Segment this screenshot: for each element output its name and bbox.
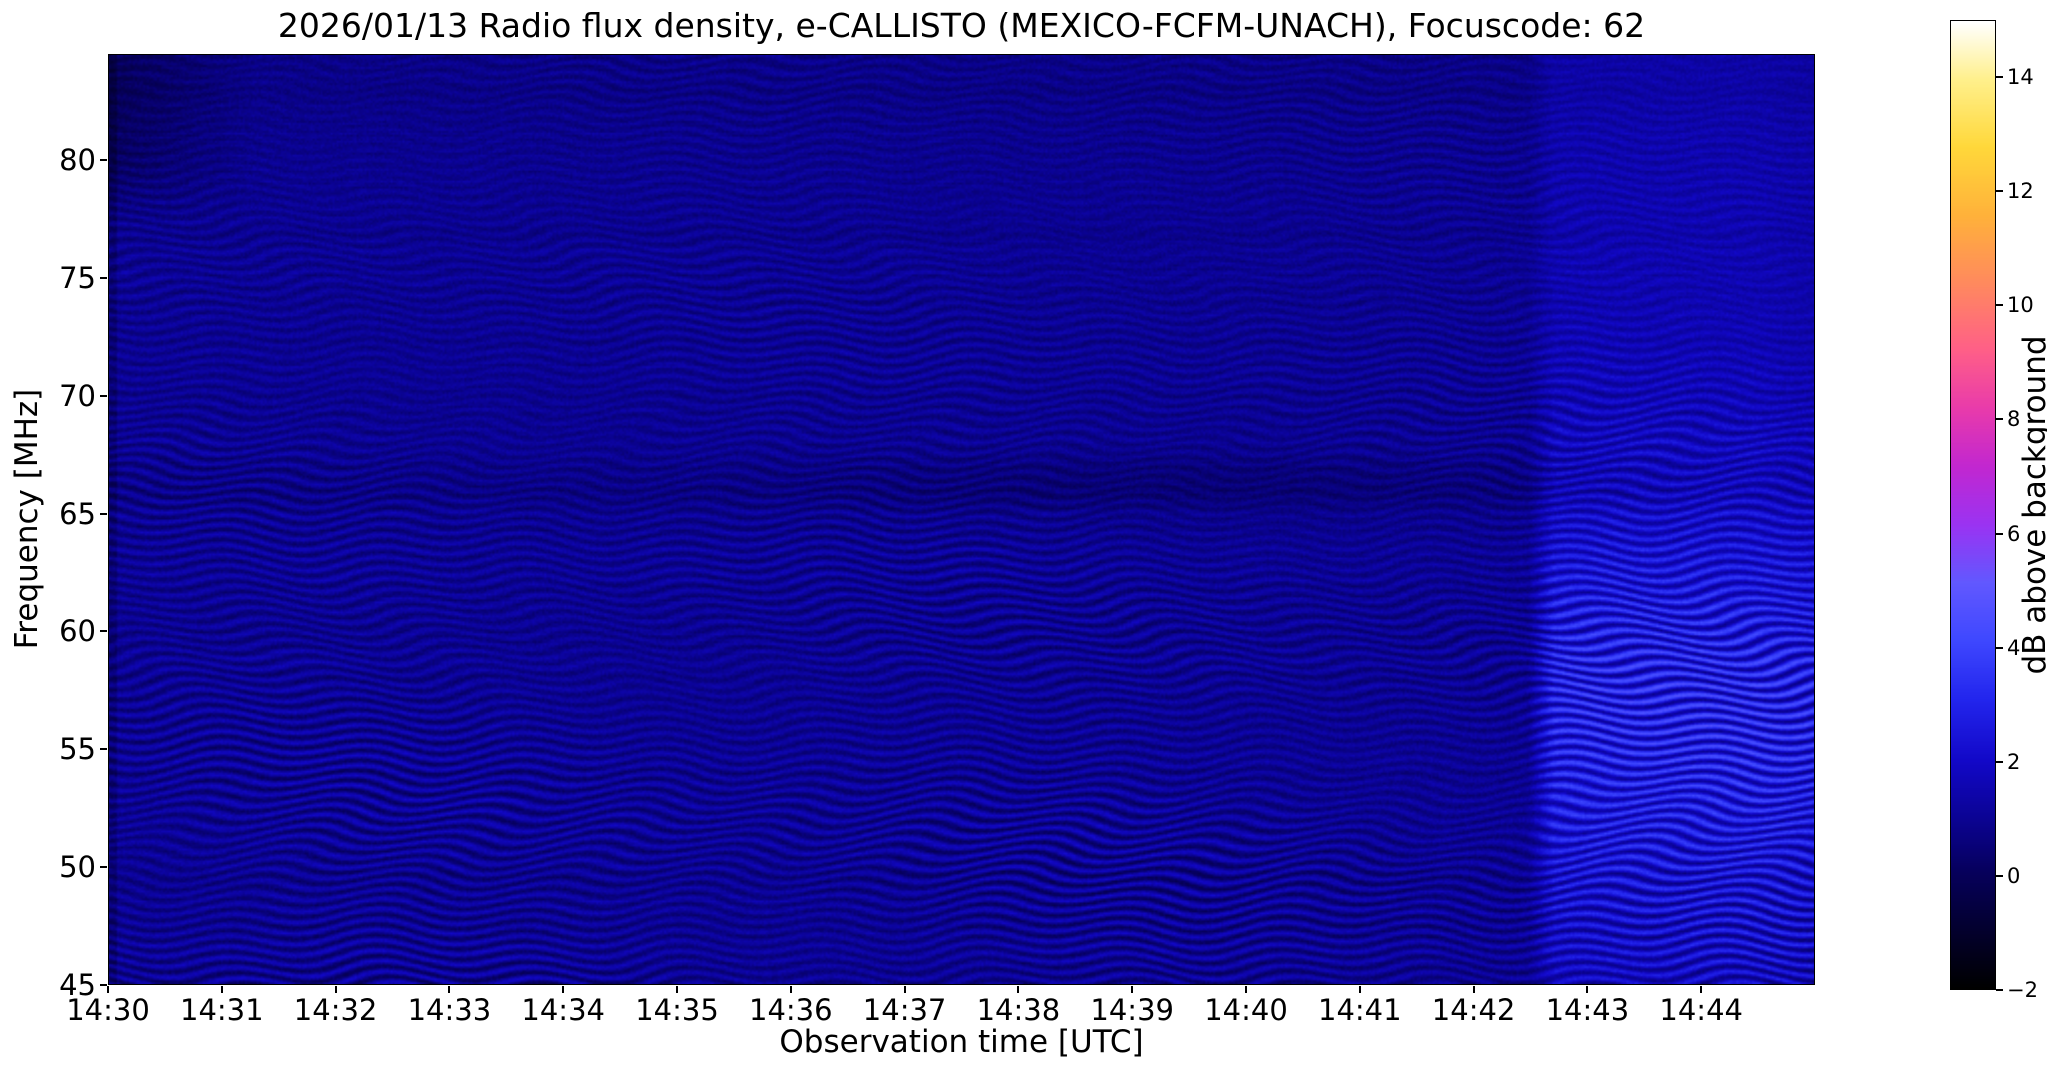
y-tick-label: 75 (26, 261, 96, 295)
x-tick-label: 14:32 (281, 994, 391, 1026)
y-tick-mark (100, 159, 107, 161)
x-tick-label: 14:31 (167, 994, 277, 1026)
colorbar-tick-mark (1996, 304, 2003, 306)
x-tick-mark (1359, 986, 1361, 993)
y-tick-label: 80 (26, 143, 96, 177)
colorbar-tick-label: 12 (2007, 179, 2034, 203)
x-tick-label: 14:37 (850, 994, 960, 1026)
x-axis-label: Observation time [UTC] (108, 1024, 1815, 1060)
x-tick-label: 14:33 (394, 994, 504, 1026)
colorbar-tick-mark (1996, 76, 2003, 78)
x-tick-mark (1017, 986, 1019, 993)
x-tick-mark (1700, 986, 1702, 993)
y-tick-mark (100, 866, 107, 868)
y-tick-label: 55 (26, 732, 96, 766)
colorbar-tick-mark (1996, 647, 2003, 649)
colorbar-tick-mark (1996, 418, 2003, 420)
colorbar-tick-mark (1996, 875, 2003, 877)
x-tick-label: 14:39 (1077, 994, 1187, 1026)
x-tick-label: 14:42 (1419, 994, 1529, 1026)
colorbar-tick-label: −2 (2007, 978, 2038, 1002)
heatmap-canvas (109, 55, 1814, 984)
x-tick-mark (676, 986, 678, 993)
y-tick-mark (100, 984, 107, 986)
y-tick-label: 50 (26, 850, 96, 884)
x-tick-mark (221, 986, 223, 993)
x-tick-label: 14:35 (622, 994, 732, 1026)
x-tick-label: 14:40 (1191, 994, 1301, 1026)
colorbar (1950, 20, 1996, 990)
y-tick-label: 45 (26, 968, 96, 1002)
x-tick-mark (448, 986, 450, 993)
colorbar-canvas (1951, 21, 1995, 989)
x-tick-mark (1131, 986, 1133, 993)
y-tick-label: 60 (26, 614, 96, 648)
x-tick-mark (1473, 986, 1475, 993)
x-tick-label: 14:44 (1646, 994, 1756, 1026)
colorbar-tick-mark (1996, 989, 2003, 991)
y-tick-label: 70 (26, 379, 96, 413)
colorbar-label: dB above background (2017, 335, 2047, 674)
colorbar-tick-label: 14 (2007, 65, 2034, 89)
y-tick-label: 65 (26, 497, 96, 531)
x-tick-label: 14:43 (1532, 994, 1642, 1026)
colorbar-tick-label: 10 (2007, 293, 2034, 317)
x-tick-mark (1586, 986, 1588, 993)
plot-title: 2026/01/13 Radio flux density, e-CALLIST… (108, 6, 1815, 45)
y-tick-mark (100, 748, 107, 750)
x-tick-label: 14:41 (1305, 994, 1415, 1026)
y-tick-mark (100, 630, 107, 632)
x-tick-mark (904, 986, 906, 993)
x-tick-mark (335, 986, 337, 993)
colorbar-tick-label: 0 (2007, 864, 2020, 888)
y-tick-mark (100, 277, 107, 279)
x-tick-label: 14:38 (963, 994, 1073, 1026)
y-tick-mark (100, 513, 107, 515)
x-tick-mark (1245, 986, 1247, 993)
spectrogram-plot (108, 54, 1815, 985)
x-tick-mark (562, 986, 564, 993)
colorbar-tick-mark (1996, 761, 2003, 763)
y-tick-mark (100, 395, 107, 397)
colorbar-tick-mark (1996, 533, 2003, 535)
x-tick-mark (107, 986, 109, 993)
x-tick-label: 14:34 (508, 994, 618, 1026)
colorbar-tick-label: 2 (2007, 750, 2020, 774)
x-tick-mark (790, 986, 792, 993)
x-tick-label: 14:36 (736, 994, 846, 1026)
colorbar-tick-mark (1996, 190, 2003, 192)
